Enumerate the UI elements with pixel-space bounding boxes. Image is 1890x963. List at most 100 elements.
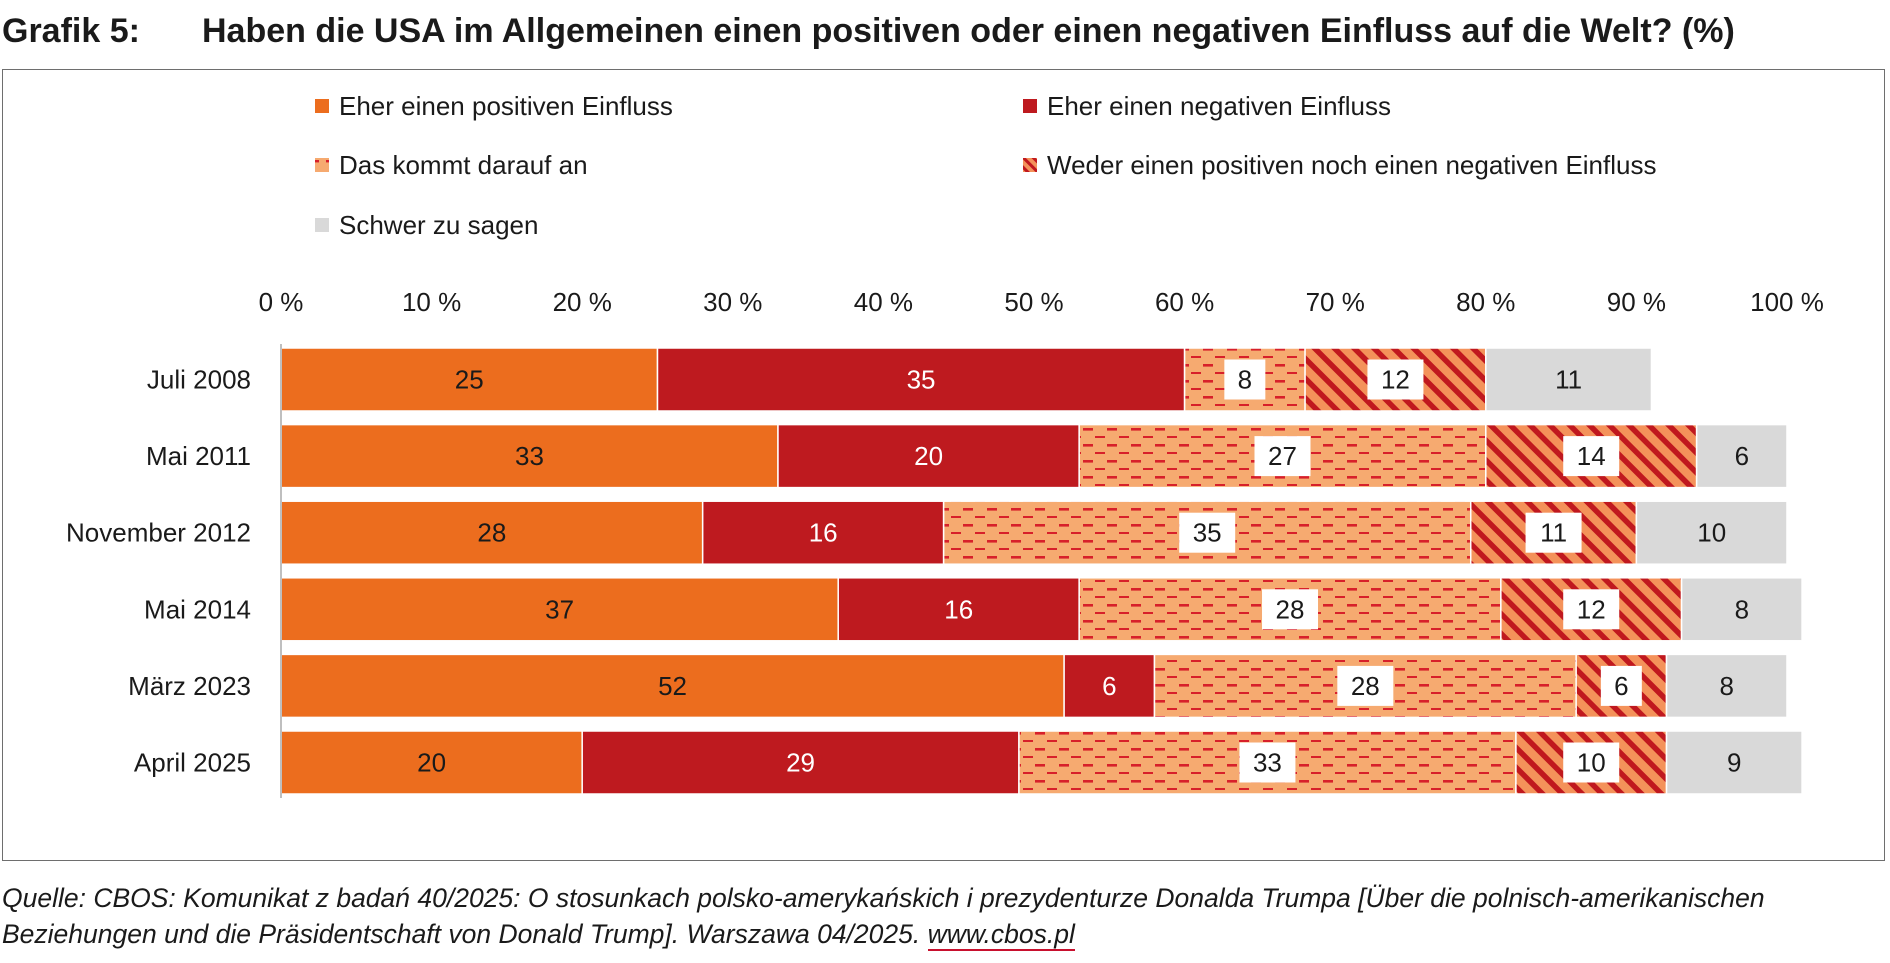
data-label-depends: 28 xyxy=(1276,594,1305,624)
category-label: März 2023 xyxy=(128,671,251,701)
data-label-neither: 10 xyxy=(1577,748,1606,778)
data-label-box xyxy=(1262,589,1319,630)
data-label-neither: 11 xyxy=(1540,518,1567,548)
data-label-depends: 27 xyxy=(1268,441,1297,471)
source-link[interactable]: www.cbos.pl xyxy=(927,919,1075,951)
bar-segment-unsure xyxy=(1680,577,1803,642)
data-label-negative: 20 xyxy=(914,441,943,471)
bar-segment-unsure xyxy=(1485,347,1653,412)
legend-label-unsure: Schwer zu sagen xyxy=(339,210,538,240)
legend-swatch-negative xyxy=(1023,99,1037,113)
bar-segment-positive xyxy=(280,730,583,795)
bar-segment-unsure xyxy=(1665,730,1803,795)
x-tick-label: 40 % xyxy=(854,287,913,317)
bars: 25 35 8 12 11 33 20 27 14 6 28 16 35 11 10 37 16 28 12 8 52 6… xyxy=(280,347,1803,795)
data-label-positive: 52 xyxy=(658,671,687,701)
x-tick-label: 30 % xyxy=(703,287,762,317)
bar-row-mai-2014: 37 16 28 12 8 xyxy=(280,577,1803,642)
x-tick-label: 60 % xyxy=(1155,287,1214,317)
legend-item-depends: Das kommt darauf an xyxy=(315,150,588,180)
data-label-depends: 28 xyxy=(1351,671,1380,701)
x-tick-label: 0 % xyxy=(259,287,304,317)
data-label-unsure: 8 xyxy=(1735,594,1749,624)
bar-row-mai-2011: 33 20 27 14 6 xyxy=(280,423,1788,489)
data-label-positive: 25 xyxy=(455,365,484,395)
legend-label-negative: Eher einen negativen Einfluss xyxy=(1047,91,1391,121)
stacked-bar-chart: Eher einen positiven Einfluss Eher einen … xyxy=(66,91,1824,798)
x-tick-label: 50 % xyxy=(1004,287,1063,317)
bar-segment-unsure xyxy=(1665,653,1788,719)
data-label-unsure: 8 xyxy=(1720,671,1734,701)
x-tick-label: 70 % xyxy=(1306,287,1365,317)
legend-label-positive: Eher einen positiven Einfluss xyxy=(339,91,673,121)
source-note: Quelle: CBOS: Komunikat z badań 40/2025:… xyxy=(2,880,1888,952)
category-label: November 2012 xyxy=(66,518,251,548)
data-label-unsure: 10 xyxy=(1697,518,1726,548)
data-label-positive: 33 xyxy=(515,441,544,471)
data-label-box xyxy=(1563,436,1620,477)
category-label: April 2025 xyxy=(134,748,251,778)
category-label: Mai 2011 xyxy=(146,441,251,471)
data-label-box xyxy=(1337,665,1394,706)
bar-segment-depends xyxy=(1153,653,1577,719)
x-tick-label: 20 % xyxy=(553,287,612,317)
bar-segment-positive xyxy=(280,347,659,412)
chart-title: Haben die USA im Allgemeinen einen posit… xyxy=(202,12,1735,50)
legend-item-negative: Eher einen negativen Einfluss xyxy=(1023,91,1391,121)
data-label-box xyxy=(1600,665,1642,706)
data-label-positive: 28 xyxy=(477,518,506,548)
data-label-negative: 35 xyxy=(907,365,936,395)
figure-label: Grafik 5: xyxy=(2,12,140,50)
bar-segment-positive xyxy=(280,653,1065,719)
category-label: Mai 2014 xyxy=(144,594,251,624)
bar-row-november-2012: 28 16 35 11 10 xyxy=(280,500,1788,565)
data-label-box xyxy=(1563,589,1620,630)
legend-swatch-positive xyxy=(315,99,329,113)
x-tick-label: 100 % xyxy=(1750,287,1824,317)
x-tick-label: 10 % xyxy=(402,287,461,317)
data-label-negative: 16 xyxy=(944,594,973,624)
data-label-box xyxy=(1563,742,1620,783)
data-label-neither: 14 xyxy=(1577,441,1606,471)
data-label-box xyxy=(1254,436,1311,477)
bar-row-juli-2008: 25 35 8 12 11 xyxy=(280,347,1653,412)
chart-frame: Eher einen positiven Einfluss Eher einen … xyxy=(2,69,1885,861)
data-label-negative: 16 xyxy=(809,518,838,548)
bar-segment-unsure xyxy=(1695,423,1788,489)
legend-label-depends: Das kommt darauf an xyxy=(339,150,588,180)
source-line-2: Beziehungen und die Präsidentschaft von … xyxy=(2,916,1888,952)
bar-segment-negative xyxy=(1063,653,1156,719)
source-line-1: Quelle: CBOS: Komunikat z badań 40/2025:… xyxy=(2,883,1765,913)
chart-header: Grafik 5: Haben die USA im Allgemeinen e… xyxy=(0,8,1890,58)
data-label-depends: 8 xyxy=(1238,365,1252,395)
legend-swatch-unsure xyxy=(315,218,329,232)
bar-segment-positive xyxy=(280,423,779,489)
data-label-neither: 6 xyxy=(1614,671,1628,701)
data-label-unsure: 6 xyxy=(1735,441,1749,471)
data-label-box xyxy=(1239,742,1296,783)
bar-segment-negative xyxy=(837,577,1080,642)
data-label-negative: 29 xyxy=(786,748,815,778)
data-label-box xyxy=(1179,512,1236,553)
chart-legend: Eher einen positiven Einfluss Eher einen … xyxy=(315,91,1656,240)
bar-segment-positive xyxy=(280,500,704,565)
bar-segment-positive xyxy=(280,577,839,642)
legend-label-neither: Weder einen positiven noch einen negativ… xyxy=(1047,150,1656,180)
y-axis-categories: Juli 2008 Mai 2011 November 2012 Mai 2014 Mä… xyxy=(66,365,251,778)
legend-swatch-neither xyxy=(1023,158,1037,172)
data-label-positive: 37 xyxy=(545,594,574,624)
category-label: Juli 2008 xyxy=(147,365,251,395)
data-label-negative: 6 xyxy=(1102,671,1116,701)
x-tick-label: 80 % xyxy=(1456,287,1515,317)
legend-swatch-depends xyxy=(315,158,329,172)
data-label-depends: 33 xyxy=(1253,748,1282,778)
bar-segment-negative xyxy=(656,347,1186,412)
data-label-unsure: 11 xyxy=(1555,365,1582,395)
data-label-unsure: 9 xyxy=(1727,748,1741,778)
legend-item-neither: Weder einen positiven noch einen negativ… xyxy=(1023,150,1656,180)
x-tick-label: 90 % xyxy=(1607,287,1666,317)
bar-row-marz-2023: 52 6 28 6 8 xyxy=(280,653,1788,719)
data-label-neither: 12 xyxy=(1381,365,1410,395)
data-label-box xyxy=(1367,359,1424,400)
legend-item-positive: Eher einen positiven Einfluss xyxy=(315,91,673,121)
